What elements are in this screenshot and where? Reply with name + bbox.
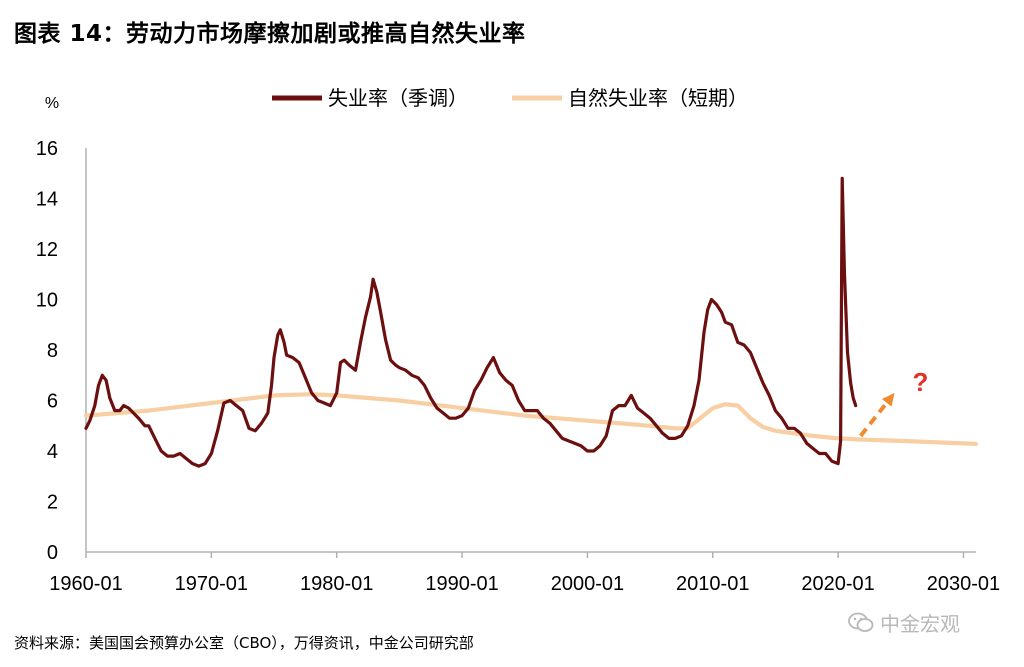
y-axis: % 0 2 4 6 8 10 12 14 16 <box>36 95 87 564</box>
series-lines <box>83 176 979 468</box>
y-tick-label: 10 <box>36 290 58 312</box>
watermark: 中金宏观 <box>848 608 960 637</box>
x-tick-label: 2020-01 <box>801 573 874 595</box>
x-tick-label: 1960-01 <box>49 573 122 595</box>
legend-item-unemployment: 失业率（季调） <box>272 86 468 110</box>
y-unit-label: % <box>45 95 59 112</box>
x-tick-label: 1980-01 <box>300 573 373 595</box>
x-tick-label: 2010-01 <box>676 573 749 595</box>
chart-title: 图表 14：劳动力市场摩擦加剧或推高自然失业率 <box>14 21 526 47</box>
legend-label: 失业率（季调） <box>328 86 468 110</box>
wechat-icon <box>848 612 874 632</box>
series-line-unemployment <box>84 176 858 468</box>
annotation-question-mark: ? <box>913 367 929 397</box>
annotation-arrow-head <box>881 392 895 407</box>
y-tick-label: 14 <box>36 189 58 211</box>
annotation: ? <box>859 367 929 438</box>
x-axis: 1960-01 1970-01 1980-01 1990-01 2000-01 2010-… <box>49 551 1000 595</box>
x-tick-label: 2000-01 <box>551 573 624 595</box>
source-note: 资料来源：美国国会预算办公室（CBO），万得资讯，中金公司研究部 <box>14 634 474 652</box>
y-tick-label: 6 <box>47 391 58 413</box>
legend: 失业率（季调） 自然失业率（短期） <box>272 86 748 110</box>
watermark-text: 中金宏观 <box>880 612 960 636</box>
y-tick-label: 16 <box>36 138 58 160</box>
x-tick-label: 2030-01 <box>927 573 1000 595</box>
series-line-natural-rate <box>83 392 979 446</box>
y-tick-label: 2 <box>47 492 58 514</box>
annotation-arrow-shaft <box>859 400 890 438</box>
legend-label: 自然失业率（短期） <box>568 86 748 110</box>
x-tick-label: 1990-01 <box>425 573 498 595</box>
y-tick-label: 12 <box>36 239 58 261</box>
y-tick-label: 8 <box>47 340 58 362</box>
y-tick-label: 4 <box>47 441 58 463</box>
x-tick-label: 1970-01 <box>175 573 248 595</box>
legend-item-natural-rate: 自然失业率（短期） <box>512 86 748 110</box>
y-tick-label: 0 <box>47 542 58 564</box>
